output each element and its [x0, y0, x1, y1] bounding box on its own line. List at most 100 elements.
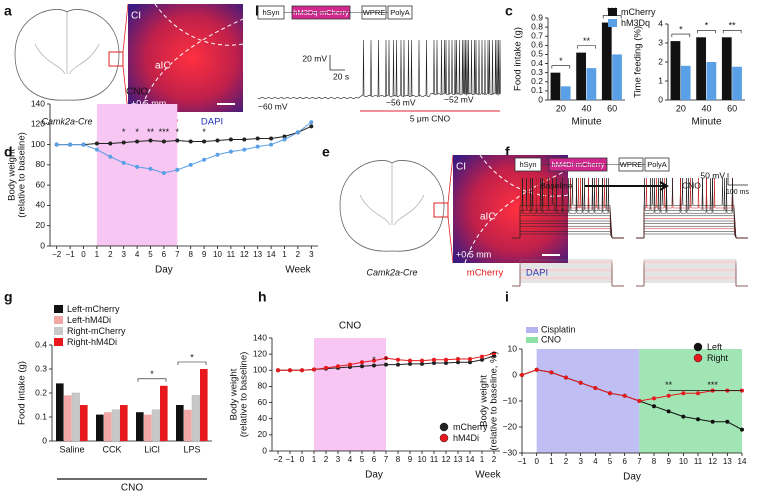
panel-letter: f: [505, 144, 510, 160]
y-axis-label: (relative to baseline): [239, 352, 250, 438]
clamp-trace: [512, 218, 624, 239]
data-point: [175, 138, 180, 143]
panel-letter: i: [505, 289, 509, 305]
x-axis-label: Minute: [571, 117, 601, 128]
data-point: [360, 360, 364, 365]
data-point: [666, 409, 671, 414]
data-point: [135, 139, 140, 144]
x-tick-label: 7: [384, 455, 389, 464]
y-tick-label: 100: [31, 139, 45, 149]
bar: [680, 65, 691, 100]
x-tick-label: 1: [282, 250, 287, 259]
data-point: [148, 138, 153, 143]
x-tick-label: 6: [622, 457, 627, 466]
data-point: [696, 417, 700, 422]
voltage-trace: [257, 39, 501, 100]
y-tick-label: −10: [503, 395, 518, 405]
clamp-trace: [636, 231, 748, 239]
clamp-trace: [636, 177, 748, 239]
roi-lines: [447, 154, 454, 264]
x-axis-label: Week: [475, 470, 501, 481]
legend-swatch: [693, 342, 703, 352]
bar: [120, 405, 128, 441]
x-tick-label: −2: [273, 455, 283, 464]
x-tick-label: 2: [492, 455, 497, 464]
annotation: *: [559, 56, 563, 66]
coordinate: +0.5 mm: [456, 249, 491, 259]
y-tick-label: 120: [31, 119, 45, 129]
data-point: [54, 142, 59, 147]
y-tick-label: 0.5: [531, 49, 543, 59]
data-point: [408, 361, 412, 366]
data-point: [300, 368, 304, 373]
legend-label: Right: [707, 353, 729, 363]
data-point: [175, 167, 180, 172]
annotation: *: [150, 369, 154, 379]
clamp-trace: [512, 223, 624, 239]
bar: [200, 369, 208, 441]
construct-label: hSyn: [519, 160, 536, 169]
data-point: [372, 363, 376, 368]
brain-inner: [359, 163, 425, 226]
data-point: [81, 142, 86, 147]
step-command: [512, 279, 624, 287]
y-tick-label: 80: [36, 159, 46, 169]
region-label: CI: [131, 11, 141, 22]
y-tick-label: 80: [258, 381, 268, 391]
x-tick-label: 1: [480, 455, 485, 464]
bar: [696, 37, 706, 100]
construct-label: PolyA: [647, 160, 667, 169]
data-point: [622, 393, 627, 398]
data-point: [121, 160, 126, 165]
data-point: [312, 367, 316, 372]
y-tick-label: 40: [258, 413, 268, 423]
x-tick-label: 6: [372, 455, 377, 464]
sig-bracket: [671, 33, 691, 38]
clamp-trace: [636, 218, 748, 239]
legend-label: Right-mCherry: [67, 326, 126, 336]
y-axis-label: Body weight: [229, 368, 240, 420]
highlight-label: CNO: [339, 321, 361, 332]
sig-bracket: [577, 45, 596, 49]
annotation: *: [190, 352, 194, 362]
bar: [71, 392, 80, 442]
x-tick-label: 8: [652, 457, 657, 466]
data-point: [202, 157, 207, 162]
data-point: [282, 134, 287, 139]
x-tick-label: 0: [534, 457, 539, 466]
data-point: [135, 164, 140, 169]
bar: [144, 414, 152, 441]
level-label: −56 mV: [386, 97, 416, 107]
bar: [550, 72, 561, 100]
panel-letter: e: [322, 144, 330, 160]
sig-bracket: [177, 361, 207, 365]
x-tick-label: 0: [300, 455, 305, 464]
legend-label: hM4Di: [453, 433, 479, 443]
y-tick-label: 1: [658, 75, 663, 85]
data-point: [652, 396, 656, 401]
y-tick-label: 0.9: [531, 12, 543, 22]
legend-label: Left: [707, 342, 723, 352]
step-command: [636, 267, 748, 287]
condition-label: Baseline: [540, 180, 573, 190]
x-tick-label: 3: [578, 457, 583, 466]
data-point: [188, 139, 193, 144]
data-point: [324, 365, 328, 370]
data-point: [432, 361, 436, 366]
x-tick-label: −1: [517, 457, 527, 466]
panel-letter: a: [4, 3, 12, 19]
data-point: [309, 120, 314, 125]
panel-letter: g: [4, 289, 13, 305]
x-tick-label: 40: [701, 103, 711, 113]
y-tick-label: 0.2: [35, 387, 47, 397]
region-label: aIC: [480, 212, 496, 223]
data-point: [108, 154, 113, 159]
data-point: [255, 136, 260, 141]
construct-label: PolyA: [390, 8, 410, 17]
legend-label: mCherry: [621, 7, 656, 17]
annotation: *: [122, 127, 126, 137]
x-tick-label: 6: [162, 250, 167, 259]
condition-label: CNO: [682, 180, 701, 190]
data-point: [161, 139, 166, 144]
x-tick-label: LPS: [183, 444, 200, 454]
